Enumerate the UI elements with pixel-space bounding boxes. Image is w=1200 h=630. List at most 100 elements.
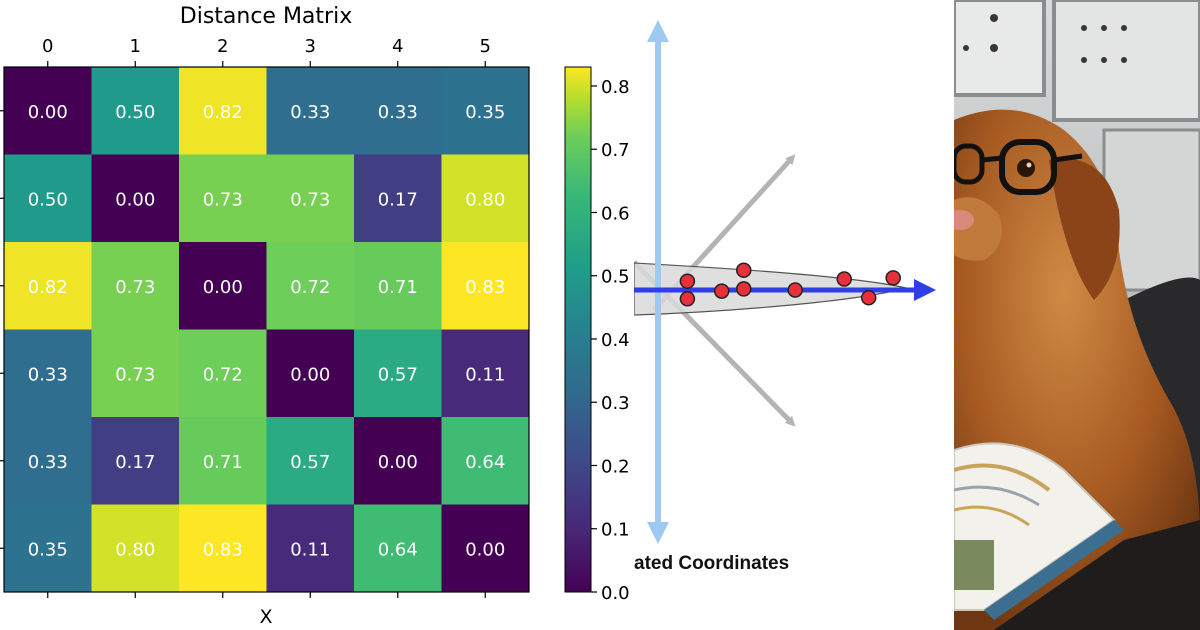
distance-matrix-chart: Distance Matrix 0 1 2 3 4 5 0.00 0.50 0.82 0.33 0… xyxy=(0,4,630,628)
heatmap-cell xyxy=(266,329,355,418)
colorbar-tick-label: 0.7 xyxy=(601,140,630,161)
heatmap-cell-label: 0.57 xyxy=(378,364,418,385)
heatmap-cell-label: 0.83 xyxy=(465,277,505,298)
x-tick-label: 1 xyxy=(130,36,141,57)
heatmap-cell xyxy=(4,504,92,593)
heatmap-cell xyxy=(4,154,92,243)
heatmap-cell-label: 0.73 xyxy=(115,364,155,385)
rotated-coordinates-diagram: ated Coordinates xyxy=(634,20,936,574)
heatmap-cell-label: 0.00 xyxy=(28,102,68,123)
heatmap-cell xyxy=(4,67,92,155)
heatmap-cell xyxy=(354,154,442,243)
glasses-left-lens xyxy=(954,143,985,185)
heatmap-cell xyxy=(441,417,530,505)
heatmap-cell xyxy=(179,504,267,593)
heatmap-cell xyxy=(91,329,180,418)
heatmap-cell xyxy=(266,417,355,505)
heatmap-frame xyxy=(3,66,530,593)
scatter-point xyxy=(736,262,752,278)
heatmap-cell xyxy=(354,504,442,593)
heatmap-cell xyxy=(4,329,92,418)
dog-photo xyxy=(954,0,1200,630)
heatmap-cell-label: 0.00 xyxy=(465,539,505,560)
heatmap-cell xyxy=(441,329,530,418)
colorbar-tick-label: 0.8 xyxy=(601,77,630,98)
x-tick-label: 2 xyxy=(217,36,228,57)
colorbar-tick-label: 0.3 xyxy=(601,393,630,414)
scatter-point xyxy=(787,282,803,298)
heatmap-cell-label: 0.64 xyxy=(378,539,418,560)
heatmap-cell-label: 0.73 xyxy=(115,277,155,298)
x-tick-label: 3 xyxy=(305,36,316,57)
heatmap-cell-label: 0.35 xyxy=(465,102,505,123)
heatmap-cell xyxy=(441,67,530,155)
scatter-point xyxy=(836,271,852,287)
heatmap-cell xyxy=(266,154,355,243)
book-cover-edge xyxy=(984,520,1124,620)
heatmap-cell-label: 0.17 xyxy=(378,189,418,210)
chart-title: Distance Matrix xyxy=(180,4,352,29)
colorbar-tick-label: 0.2 xyxy=(601,456,630,477)
colorbar-tick-label: 0.6 xyxy=(601,203,630,224)
book-text-line xyxy=(954,505,1030,527)
heatmap-cell-label: 0.82 xyxy=(203,102,243,123)
heatmap-cell-label: 0.80 xyxy=(465,189,505,210)
table xyxy=(994,520,1200,630)
heatmap-cell-label: 0.72 xyxy=(290,277,330,298)
heatmap-cell xyxy=(354,67,442,155)
glasses-right-lens xyxy=(999,139,1057,195)
scatter-point xyxy=(679,273,696,289)
book-text-line xyxy=(954,485,1040,507)
heatmap-cell-label: 0.33 xyxy=(378,102,418,123)
heatmap-cell xyxy=(179,329,267,418)
scatter-point xyxy=(713,283,730,299)
heatmap-cell-label: 0.73 xyxy=(203,189,243,210)
heatmap-cell-label: 0.80 xyxy=(115,539,155,560)
distance-matrix-panel: Distance Matrix 0 1 2 3 4 5 0.00 0.50 0.82 0.33 0… xyxy=(0,4,630,628)
x-tick-label: 0 xyxy=(42,36,53,57)
heatmap-cell xyxy=(91,242,180,330)
heatmap-cell-label: 0.50 xyxy=(115,102,155,123)
dog-with-glasses-illustration xyxy=(954,0,1200,630)
wall-shelf-left xyxy=(954,0,1046,97)
heatmap-cell-label: 0.71 xyxy=(203,452,243,473)
heatmap-cell xyxy=(4,417,92,505)
heatmap-cell xyxy=(354,242,442,330)
heatmap-cell xyxy=(266,242,355,330)
book-text-line xyxy=(954,463,1051,492)
x-tick-label: 4 xyxy=(392,36,403,57)
heatmap-cell-label: 0.71 xyxy=(378,277,418,298)
heatmap-cell xyxy=(91,154,180,243)
dog-nose xyxy=(954,210,974,230)
heatmap-cell-label: 0.82 xyxy=(28,277,68,298)
heatmap-cell-label: 0.00 xyxy=(290,364,330,385)
book-illustration xyxy=(954,540,994,590)
dog-eye xyxy=(1017,159,1035,177)
heatmap-cell xyxy=(91,504,180,593)
heatmap-cell-label: 0.57 xyxy=(290,452,330,473)
heatmap-cell xyxy=(266,504,355,593)
glasses-bridge xyxy=(981,155,1003,163)
scatter-point xyxy=(885,270,901,286)
heatmap-cell-label: 0.50 xyxy=(28,189,68,210)
colorbar-tick-label: 0.1 xyxy=(601,520,630,541)
heatmap-cell xyxy=(4,242,92,330)
x-axis-label: X xyxy=(259,606,272,628)
dog-ear xyxy=(1049,158,1120,300)
heatmap-cell-label: 0.00 xyxy=(378,452,418,473)
heatmap-cell xyxy=(441,154,530,243)
heatmap-cell-label: 0.72 xyxy=(203,364,243,385)
heatmap-cell-label: 0.17 xyxy=(115,452,155,473)
heatmap-cell-label: 0.33 xyxy=(290,102,330,123)
heatmap-cell-label: 0.64 xyxy=(465,452,505,473)
heatmap-cell xyxy=(179,154,267,243)
colorbar-tick-label: 0.4 xyxy=(601,330,630,351)
heatmap-cell xyxy=(441,504,530,593)
heatmap-cell-label: 0.83 xyxy=(203,539,243,560)
heatmap-cell xyxy=(179,417,267,505)
heatmap-cell-label: 0.11 xyxy=(465,364,505,385)
heatmap-cell xyxy=(179,67,267,155)
heatmap-cell-label: 0.00 xyxy=(203,277,243,298)
heatmap-cell xyxy=(179,242,267,330)
